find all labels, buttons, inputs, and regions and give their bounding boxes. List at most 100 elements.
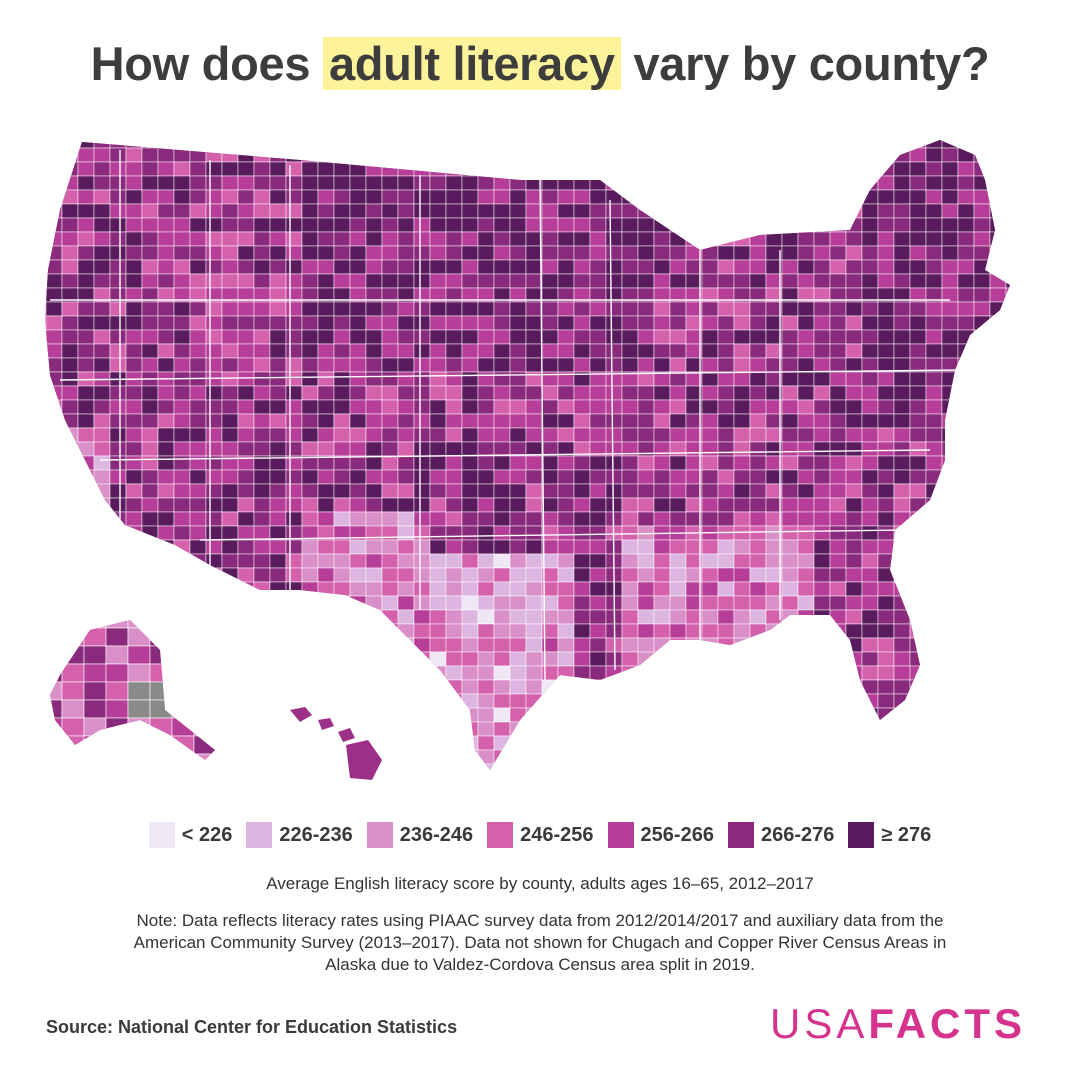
county-cell bbox=[93, 189, 111, 205]
county-cell bbox=[61, 511, 79, 527]
county-cell bbox=[493, 553, 511, 569]
county-cell bbox=[829, 511, 847, 527]
county-cell bbox=[781, 595, 799, 611]
county-cell bbox=[46, 792, 62, 800]
county-cell bbox=[221, 245, 239, 261]
county-cell bbox=[637, 735, 655, 751]
county-cell bbox=[1022, 330, 1038, 344]
county-cell bbox=[237, 749, 255, 765]
county-cell bbox=[701, 315, 719, 331]
county-cell bbox=[397, 385, 415, 401]
county-cell bbox=[525, 525, 543, 541]
county-cell bbox=[1022, 498, 1038, 512]
county-cell bbox=[813, 441, 831, 457]
county-cell bbox=[461, 161, 479, 177]
county-cell bbox=[605, 735, 623, 751]
county-cell bbox=[493, 595, 511, 611]
county-cell bbox=[749, 371, 767, 387]
state-borders bbox=[50, 150, 961, 681]
county-cell bbox=[493, 637, 511, 653]
county-cell bbox=[189, 693, 207, 709]
county-cell bbox=[989, 203, 1007, 219]
county-cell bbox=[221, 581, 239, 597]
county-cell bbox=[893, 553, 911, 569]
county-cell bbox=[125, 175, 143, 191]
county-cell bbox=[989, 693, 1007, 709]
county-cell bbox=[893, 385, 911, 401]
county-cell bbox=[493, 259, 511, 275]
county-cell bbox=[366, 792, 382, 800]
county-cell bbox=[989, 189, 1007, 205]
county-cell bbox=[397, 693, 415, 709]
county-cell bbox=[637, 567, 655, 583]
county-cell bbox=[941, 665, 959, 681]
county-cell bbox=[109, 343, 127, 359]
county-cell bbox=[141, 525, 159, 541]
alaska-cell bbox=[216, 754, 238, 772]
county-cell bbox=[254, 778, 270, 792]
county-cell bbox=[525, 511, 543, 527]
county-cell bbox=[989, 665, 1007, 681]
county-cell bbox=[909, 707, 927, 723]
county-cell bbox=[845, 567, 863, 583]
county-cell bbox=[158, 778, 174, 792]
county-cell bbox=[45, 231, 47, 247]
county-cell bbox=[813, 763, 831, 770]
county-cell bbox=[477, 413, 495, 429]
county-cell bbox=[493, 427, 511, 443]
alaska-cell bbox=[105, 753, 129, 760]
county-cell bbox=[61, 259, 79, 275]
county-cell bbox=[893, 329, 911, 345]
county-cell bbox=[685, 763, 703, 770]
county-cell bbox=[525, 441, 543, 457]
county-cell bbox=[93, 735, 111, 751]
county-cell bbox=[573, 595, 591, 611]
county-cell bbox=[445, 693, 463, 709]
county-cell bbox=[669, 483, 687, 499]
county-cell bbox=[893, 581, 911, 597]
county-cell bbox=[93, 595, 111, 611]
county-cell bbox=[1022, 736, 1038, 750]
county-cell bbox=[637, 497, 655, 513]
county-cell bbox=[365, 147, 383, 163]
county-cell bbox=[301, 637, 319, 653]
county-cell bbox=[238, 778, 254, 792]
county-cell bbox=[637, 469, 655, 485]
county-cell bbox=[173, 161, 191, 177]
county-cell bbox=[797, 161, 815, 177]
county-cell bbox=[269, 140, 287, 149]
county-cell bbox=[829, 175, 847, 191]
county-cell bbox=[861, 469, 879, 485]
county-cell bbox=[477, 147, 495, 163]
county-cell bbox=[157, 399, 175, 415]
county-cell bbox=[654, 792, 670, 800]
county-cell bbox=[237, 707, 255, 723]
county-cell bbox=[478, 792, 494, 800]
county-cell bbox=[397, 441, 415, 457]
county-cell bbox=[1022, 288, 1038, 302]
county-cell bbox=[46, 778, 62, 792]
county-cell bbox=[286, 120, 302, 134]
county-cell bbox=[893, 595, 911, 611]
county-cell bbox=[269, 567, 287, 583]
county-cell bbox=[93, 455, 111, 471]
county-cell bbox=[45, 161, 47, 177]
county-cell bbox=[397, 399, 415, 415]
county-cell bbox=[173, 259, 191, 275]
county-cell bbox=[381, 175, 399, 191]
county-cell bbox=[685, 707, 703, 723]
county-cell bbox=[77, 245, 95, 261]
county-cell bbox=[701, 539, 719, 555]
county-cell bbox=[573, 329, 591, 345]
county-cell bbox=[301, 553, 319, 569]
county-cell bbox=[365, 539, 383, 555]
county-cell bbox=[798, 120, 814, 134]
county-cell bbox=[141, 357, 159, 373]
county-cell bbox=[397, 427, 415, 443]
county-cell bbox=[77, 329, 95, 345]
county-cell bbox=[925, 525, 943, 541]
county-cell bbox=[286, 792, 302, 800]
county-cell bbox=[61, 637, 79, 653]
county-cell bbox=[989, 721, 1007, 737]
county-cell bbox=[429, 371, 447, 387]
